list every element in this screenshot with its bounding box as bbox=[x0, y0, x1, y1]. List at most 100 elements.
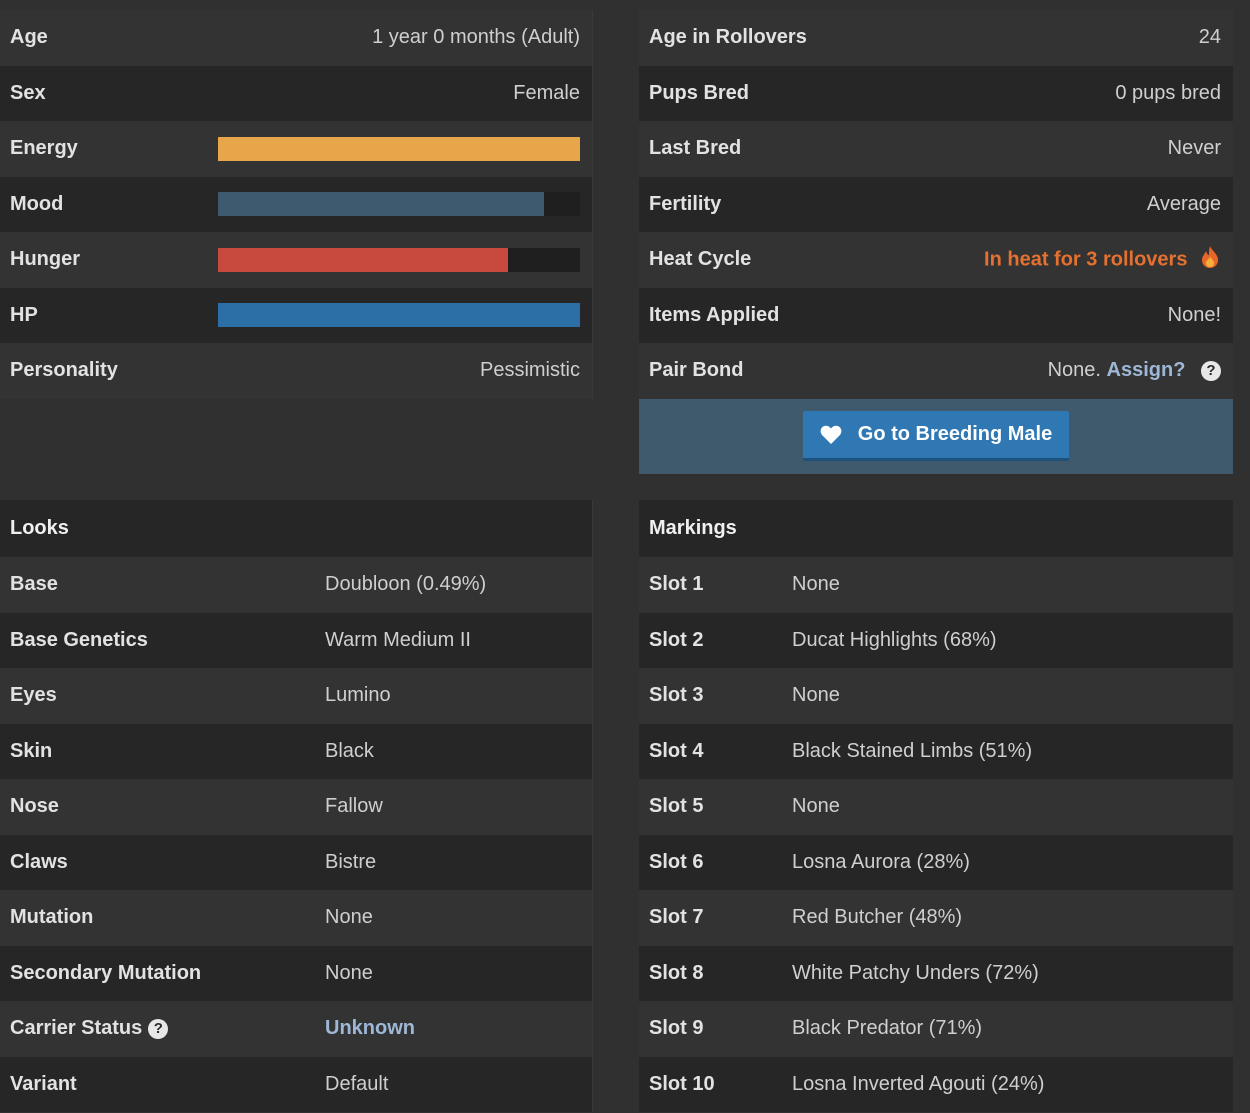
hp-bar-fill bbox=[218, 303, 580, 328]
carrier-status-link[interactable]: Unknown bbox=[325, 1017, 415, 1040]
row-value: Lumino bbox=[325, 684, 391, 707]
markings-header: Markings bbox=[639, 500, 1233, 557]
row-label: Slot 3 bbox=[649, 684, 704, 707]
row-value: Red Butcher (48%) bbox=[792, 906, 963, 929]
stat-row-hp: HP bbox=[0, 287, 592, 343]
table-row: Carrier Status? Unknown bbox=[0, 1001, 592, 1057]
table-row: Slot 6 Losna Aurora (28%) bbox=[639, 834, 1233, 890]
row-value: Black Stained Limbs (51%) bbox=[792, 739, 1033, 762]
stat-value: Female bbox=[513, 81, 580, 104]
breeding-value: None! bbox=[1167, 303, 1221, 326]
hunger-bar-fill bbox=[218, 247, 508, 272]
markings-panel: Markings Slot 1 None Slot 2 Ducat Highlight… bbox=[639, 500, 1233, 1112]
assign-link[interactable]: Assign? bbox=[1106, 359, 1186, 382]
heat-status: In heat for 3 rollovers bbox=[984, 245, 1221, 275]
row-label: Slot 8 bbox=[649, 961, 704, 984]
question-circle-icon[interactable]: ? bbox=[148, 1018, 169, 1039]
stat-label: HP bbox=[10, 303, 38, 326]
button-label: Go to Breeding Male bbox=[857, 423, 1053, 445]
row-value: None bbox=[325, 906, 373, 929]
table-row: Slot 3 None bbox=[639, 668, 1233, 724]
breeding-row-last-bred: Last Bred Never bbox=[639, 121, 1233, 177]
stat-label: Personality bbox=[10, 359, 118, 382]
markings-rows: Slot 1 None Slot 2 Ducat Highlights (68%) Sl… bbox=[639, 557, 1233, 1112]
looks-title: Looks bbox=[10, 517, 69, 539]
table-row: Slot 9 Black Predator (71%) bbox=[639, 1001, 1233, 1057]
row-label: Slot 1 bbox=[649, 573, 704, 596]
row-value: None bbox=[792, 795, 840, 818]
stat-label: Age bbox=[10, 26, 48, 49]
looks-rows: Base Doubloon (0.49%) Base Genetics Warm Me… bbox=[0, 557, 592, 1112]
mood-bar bbox=[218, 192, 580, 217]
go-to-breeding-male-button[interactable]: Go to Breeding Male bbox=[803, 411, 1069, 461]
breeding-row-items-applied: Items Applied None! bbox=[639, 287, 1233, 343]
table-row: Variant Default bbox=[0, 1056, 592, 1112]
stat-value: Pessimistic bbox=[479, 359, 580, 382]
row-label: Nose bbox=[10, 795, 59, 818]
row-label: Variant bbox=[10, 1072, 77, 1095]
stat-row-sex: Sex Female bbox=[0, 65, 592, 121]
energy-bar-fill bbox=[218, 136, 580, 161]
breeding-value: 24 bbox=[1198, 26, 1221, 49]
stat-row-hunger: Hunger bbox=[0, 232, 592, 288]
looks-panel: Looks Base Doubloon (0.49%) Base Genetics W… bbox=[0, 500, 593, 1112]
row-label: Slot 5 bbox=[649, 795, 704, 818]
breeding-action-area: Go to Breeding Male bbox=[639, 398, 1233, 474]
row-value: Bistre bbox=[325, 850, 377, 873]
stat-label: Sex bbox=[10, 81, 46, 104]
stat-value: 1 year 0 months (Adult) bbox=[372, 26, 580, 49]
row-value: Doubloon (0.49%) bbox=[325, 573, 487, 596]
stat-row-mood: Mood bbox=[0, 176, 592, 232]
breeding-row-pups-bred: Pups Bred 0 pups bred bbox=[639, 65, 1233, 121]
breeding-row-pair-bond: Pair Bond None. Assign? ? bbox=[639, 343, 1233, 399]
breeding-label: Pups Bred bbox=[649, 81, 750, 104]
table-row: Eyes Lumino bbox=[0, 668, 592, 724]
row-label: Base Genetics bbox=[10, 628, 148, 651]
row-value: None bbox=[325, 961, 373, 984]
row-value: Fallow bbox=[325, 795, 383, 818]
hunger-bar bbox=[218, 247, 580, 272]
table-row: Slot 4 Black Stained Limbs (51%) bbox=[639, 723, 1233, 779]
row-value: Losna Aurora (28%) bbox=[792, 850, 970, 873]
stat-row-personality: Personality Pessimistic bbox=[0, 343, 592, 399]
table-row: Claws Bistre bbox=[0, 834, 592, 890]
energy-bar bbox=[218, 136, 580, 161]
heat-status-text: In heat for 3 rollovers bbox=[984, 248, 1188, 271]
row-label: Slot 9 bbox=[649, 1017, 704, 1040]
table-row: Slot 10 Losna Inverted Agouti (24%) bbox=[639, 1056, 1233, 1112]
stat-row-energy: Energy bbox=[0, 121, 592, 177]
breeding-label: Heat Cycle bbox=[649, 248, 752, 271]
table-row: Slot 2 Ducat Highlights (68%) bbox=[639, 612, 1233, 668]
looks-header: Looks bbox=[0, 500, 592, 557]
row-label: Slot 6 bbox=[649, 850, 704, 873]
heart-icon bbox=[820, 425, 842, 444]
breeding-value: 0 pups bred bbox=[1115, 81, 1221, 104]
table-row: Slot 7 Red Butcher (48%) bbox=[639, 890, 1233, 946]
breeding-label: Last Bred bbox=[649, 137, 742, 160]
breeding-value: Never bbox=[1167, 137, 1221, 160]
breeding-value: Average bbox=[1146, 192, 1221, 215]
question-circle-icon[interactable]: ? bbox=[1201, 360, 1221, 381]
table-row: Base Genetics Warm Medium II bbox=[0, 612, 592, 668]
table-row: Base Doubloon (0.49%) bbox=[0, 557, 592, 613]
stats-panel: Age 1 year 0 months (Adult) Sex Female E… bbox=[0, 10, 593, 399]
row-value: Losna Inverted Agouti (24%) bbox=[792, 1072, 1045, 1095]
table-row: Slot 5 None bbox=[639, 779, 1233, 835]
breeding-label: Pair Bond bbox=[649, 359, 744, 382]
row-label: Claws bbox=[10, 850, 68, 873]
row-label: Slot 4 bbox=[649, 739, 704, 762]
flame-icon bbox=[1199, 245, 1221, 275]
row-value: Warm Medium II bbox=[325, 628, 471, 651]
table-row: Mutation None bbox=[0, 890, 592, 946]
row-value: White Patchy Unders (72%) bbox=[792, 961, 1039, 984]
table-row: Skin Black bbox=[0, 723, 592, 779]
row-label: Slot 10 bbox=[649, 1072, 715, 1095]
table-row: Secondary Mutation None bbox=[0, 945, 592, 1001]
breeding-label: Items Applied bbox=[649, 303, 780, 326]
row-value: None bbox=[792, 573, 840, 596]
hp-bar bbox=[218, 303, 580, 328]
breeding-row-heat-cycle: Heat Cycle In heat for 3 rollovers bbox=[639, 232, 1233, 288]
table-row: Slot 8 White Patchy Unders (72%) bbox=[639, 945, 1233, 1001]
row-label: Carrier Status bbox=[10, 1017, 143, 1040]
row-label: Base bbox=[10, 573, 58, 596]
